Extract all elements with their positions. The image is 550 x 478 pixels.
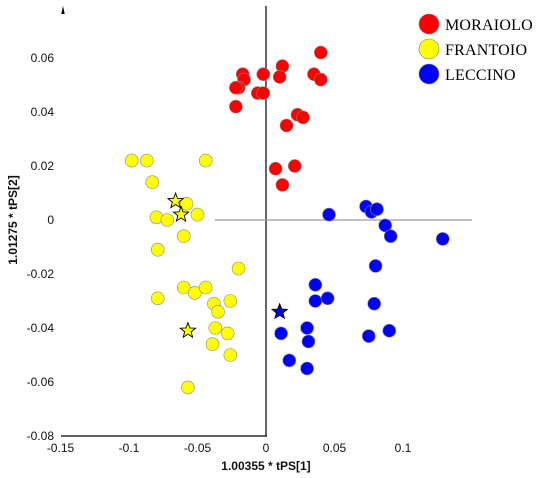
x-tick-label: 0.05 [323, 441, 347, 455]
data-point-frantoio [177, 229, 191, 243]
data-point-frantoio [205, 337, 220, 352]
data-point-leccino [383, 229, 398, 243]
data-point-frantoio [177, 280, 191, 295]
data-point-leccino [368, 259, 383, 273]
legend-label-frantoio: FRANTOIO [445, 42, 527, 59]
y-tick-label: 0 [47, 213, 54, 227]
y-tick-label: 0.06 [31, 51, 55, 65]
y-tick-label: -0.02 [27, 267, 55, 281]
data-point-leccino [435, 232, 450, 246]
y-axis-title: 1.01275 * tPS[2] [6, 175, 20, 264]
data-point-moraiolo [287, 159, 302, 173]
data-point-moraiolo [256, 86, 271, 100]
x-tick-label: -0.1 [119, 441, 140, 455]
y-tick-labels: 0.06 0.04 0.02 0 -0.02 -0.04 -0.06 -0.08 [27, 51, 55, 443]
data-point-frantoio [208, 321, 223, 335]
y-tick-label: -0.08 [27, 429, 55, 443]
legend: MORAIOLO FRANTOIO LECCINO [418, 13, 533, 85]
data-point-moraiolo [268, 161, 283, 176]
data-point-leccino [274, 326, 288, 341]
x-tick-label: 0.1 [395, 441, 412, 455]
data-point-frantoio [231, 261, 246, 276]
x-axis-title: 1.00355 * tPS[1] [221, 459, 310, 473]
data-point-frantoio [187, 286, 202, 300]
data-point-frantoio [181, 380, 195, 395]
star-markers [166, 191, 289, 339]
data-point-leccino [300, 361, 314, 376]
data-point-leccino [300, 321, 314, 335]
star-marker-leccino [270, 302, 289, 320]
data-point-frantoio [223, 294, 238, 308]
data-point-moraiolo [279, 118, 294, 133]
legend-label-moraiolo: MORAIOLO [445, 17, 533, 34]
data-point-frantoio [220, 326, 235, 341]
y-tick-label: -0.04 [27, 321, 55, 335]
data-point-moraiolo [275, 178, 290, 192]
data-point-moraiolo [256, 67, 271, 81]
x-tick-label: -0.15 [47, 441, 75, 455]
y-axis-arrow-icon [61, 6, 65, 14]
data-point-frantoio [211, 304, 225, 319]
star-marker-frantoio [172, 205, 190, 223]
data-point-leccino [370, 202, 384, 216]
legend-swatch-leccino [418, 63, 440, 85]
data-point-frantoio [223, 348, 238, 362]
data-point-frantoio [124, 153, 139, 168]
data-points [124, 45, 450, 395]
y-tick-label: -0.06 [27, 375, 55, 389]
data-point-moraiolo [229, 99, 243, 114]
data-point-moraiolo [272, 70, 287, 84]
data-point-frantoio [190, 207, 205, 222]
data-point-frantoio [198, 280, 213, 295]
data-point-frantoio [160, 213, 175, 227]
data-point-leccino [282, 353, 297, 368]
data-point-leccino [382, 323, 397, 338]
data-point-leccino [361, 329, 376, 343]
star-marker-frantoio [179, 321, 197, 339]
data-point-leccino [308, 277, 323, 292]
data-point-frantoio [179, 197, 194, 211]
data-point-leccino [322, 207, 336, 222]
data-point-leccino [367, 296, 382, 311]
data-point-frantoio [140, 153, 154, 168]
star-marker-frantoio [166, 191, 185, 209]
x-tick-labels: -0.15 -0.1 -0.05 0 0.05 0.1 [47, 441, 412, 455]
data-point-frantoio [145, 175, 160, 189]
x-tick-label: 0 [263, 441, 270, 455]
legend-swatch-moraiolo [418, 13, 440, 35]
data-point-moraiolo [296, 110, 310, 125]
data-point-frantoio [150, 242, 165, 257]
y-tick-label: 0.02 [31, 159, 55, 173]
data-point-moraiolo [229, 80, 243, 95]
data-point-moraiolo [313, 45, 328, 60]
data-point-leccino [301, 334, 316, 349]
data-point-frantoio [150, 291, 165, 306]
data-point-leccino [378, 218, 392, 233]
legend-swatch-frantoio [418, 38, 440, 60]
data-point-leccino [308, 294, 323, 308]
data-point-leccino [320, 291, 335, 306]
data-point-frantoio [198, 153, 213, 168]
y-tick-label: 0.04 [31, 105, 55, 119]
legend-label-leccino: LECCINO [445, 67, 516, 84]
data-point-moraiolo [313, 72, 328, 87]
x-tick-label: -0.05 [184, 441, 212, 455]
